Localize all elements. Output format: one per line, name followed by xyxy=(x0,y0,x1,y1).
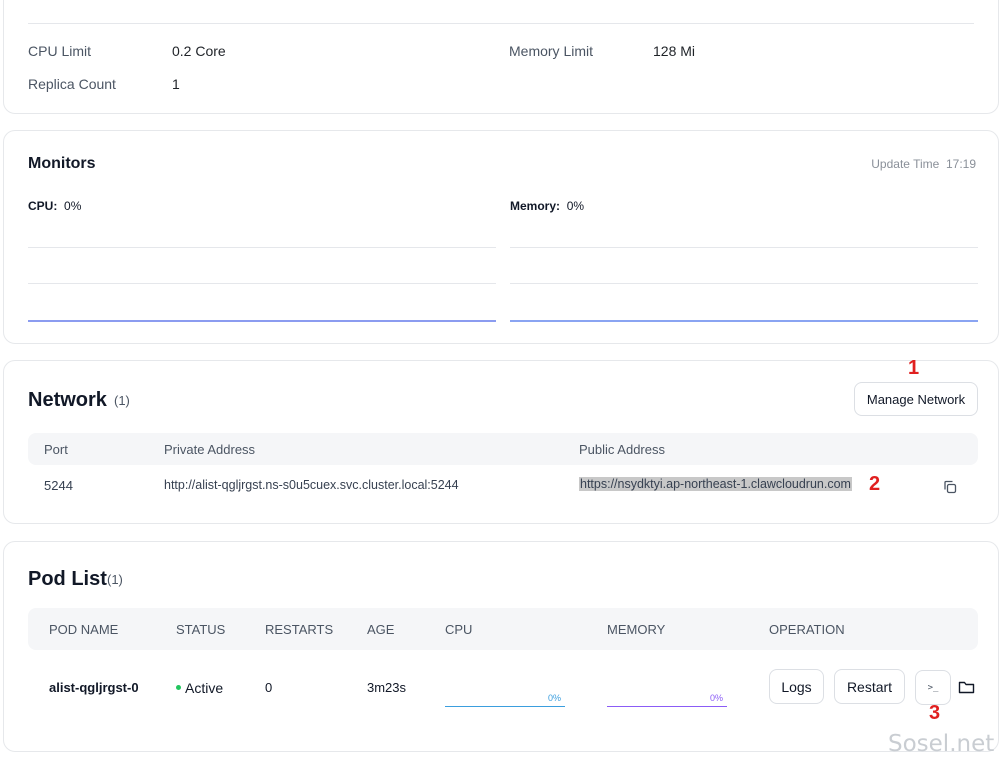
divider xyxy=(28,23,974,24)
age-cell: 3m23s xyxy=(367,680,407,695)
port-cell: 5244 xyxy=(44,478,73,493)
cpu-monitor-label: CPU: 0% xyxy=(28,199,81,213)
network-count: (1) xyxy=(114,393,130,408)
network-title: Network xyxy=(28,389,107,411)
folder-icon[interactable] xyxy=(958,679,975,695)
memory-monitor-label-text: Memory: xyxy=(510,199,561,213)
network-card: Network (1) Manage Network Port Private … xyxy=(3,360,999,524)
pod-list-count: (1) xyxy=(107,572,123,587)
restart-button[interactable]: Restart xyxy=(834,669,905,704)
cpu-monitor-value: 0% xyxy=(64,199,82,213)
column-pod-name: POD NAME xyxy=(49,622,119,637)
column-public-address: Public Address xyxy=(579,442,665,457)
monitors-title: Monitors xyxy=(28,155,96,172)
memory-usage-bar: 0% xyxy=(607,692,727,708)
replica-count-value: 1 xyxy=(172,76,180,92)
memory-monitor-label: Memory: 0% xyxy=(510,199,584,213)
copy-icon[interactable] xyxy=(942,479,958,495)
resource-card: CPU Limit 0.2 Core Memory Limit 128 Mi R… xyxy=(3,0,999,114)
memory-limit-value: 128 Mi xyxy=(653,43,696,59)
cpu-chart-gridline xyxy=(28,283,496,284)
cpu-limit-label: CPU Limit xyxy=(28,43,92,59)
column-restarts: RESTARTS xyxy=(265,622,334,637)
table-row: alist-qgljrgst-0 Active 0 3m23s 0% 0% Lo… xyxy=(28,662,978,712)
column-operation: OPERATION xyxy=(769,622,845,637)
table-row: 5244 http://alist-qgljrgst.ns-s0u5cuex.s… xyxy=(28,469,978,503)
watermark: Sosel.net xyxy=(888,731,995,757)
cpu-usage-bar: 0% xyxy=(445,692,565,708)
replica-count-label: Replica Count xyxy=(28,76,116,92)
pod-list-card: Pod List (1) POD NAME STATUS RESTARTS AG… xyxy=(3,541,999,752)
memory-monitor-value: 0% xyxy=(566,199,585,213)
column-age: AGE xyxy=(367,622,395,637)
annotation-marker-1: 1 xyxy=(908,357,920,379)
cpu-usage-line xyxy=(445,706,565,707)
restarts-cell: 0 xyxy=(265,680,273,695)
update-time-value: 17:19 xyxy=(945,157,976,171)
cpu-monitor-label-text: CPU: xyxy=(28,199,58,213)
terminal-icon: >_ xyxy=(927,682,939,693)
memory-chart-gridline xyxy=(510,283,978,284)
annotation-marker-2: 2 xyxy=(869,473,881,495)
memory-chart xyxy=(510,247,978,323)
cpu-chart-gridline xyxy=(28,247,496,248)
memory-chart-gridline xyxy=(510,247,978,248)
network-table-header: Port Private Address Public Address xyxy=(28,433,978,465)
column-private-address: Private Address xyxy=(164,442,256,457)
memory-limit-label: Memory Limit xyxy=(509,43,594,59)
pod-name-cell: alist-qgljrgst-0 xyxy=(49,680,139,695)
annotation-marker-3: 3 xyxy=(929,702,941,724)
update-time-label: Update Time xyxy=(871,157,940,171)
manage-network-button[interactable]: Manage Network xyxy=(854,382,978,416)
status-badge: Active xyxy=(176,680,223,696)
public-address-link[interactable]: https://nsydktyi.ap-northeast-1.clawclou… xyxy=(579,477,852,491)
memory-chart-line xyxy=(510,320,978,322)
logs-button[interactable]: Logs xyxy=(769,669,824,704)
column-memory: MEMORY xyxy=(607,622,666,637)
pod-list-title: Pod List xyxy=(28,568,107,590)
terminal-button[interactable]: >_ xyxy=(915,670,951,705)
cpu-chart xyxy=(28,247,496,323)
memory-usage-value: 0% xyxy=(709,693,723,703)
private-address-cell: http://alist-qgljrgst.ns-s0u5cuex.svc.cl… xyxy=(164,478,459,492)
cpu-limit-value: 0.2 Core xyxy=(172,43,226,59)
status-dot-icon xyxy=(176,684,181,690)
cpu-usage-value: 0% xyxy=(547,693,561,703)
update-time: Update Time 17:19 xyxy=(871,157,976,171)
column-cpu: CPU xyxy=(445,622,473,637)
status-text: Active xyxy=(185,680,224,696)
cpu-chart-line xyxy=(28,320,496,322)
memory-usage-line xyxy=(607,706,727,707)
pod-table-header: POD NAME STATUS RESTARTS AGE CPU MEMORY … xyxy=(28,608,978,650)
column-port: Port xyxy=(44,442,68,457)
monitors-card: Monitors Update Time 17:19 CPU: 0% Memor… xyxy=(3,130,999,344)
column-status: STATUS xyxy=(176,622,226,637)
